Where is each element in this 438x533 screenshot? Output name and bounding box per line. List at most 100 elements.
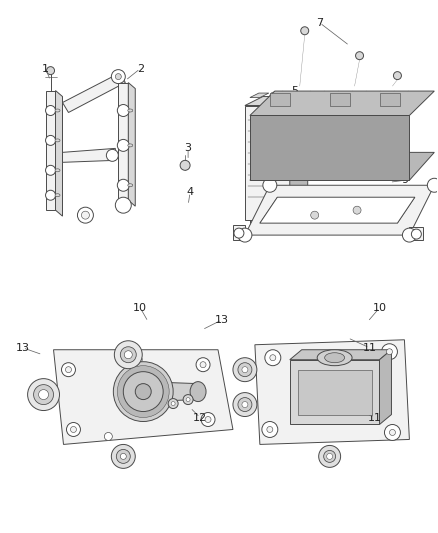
Polygon shape [250,116,410,180]
Circle shape [233,358,257,382]
Circle shape [411,229,421,239]
Circle shape [115,197,131,213]
Circle shape [242,401,248,408]
Circle shape [196,358,210,372]
Circle shape [385,424,400,440]
Circle shape [427,178,438,192]
Circle shape [301,27,309,35]
Circle shape [270,92,278,100]
Polygon shape [290,360,379,424]
Polygon shape [56,91,63,216]
Text: 8: 8 [401,114,408,124]
Circle shape [67,423,81,437]
Circle shape [61,362,75,377]
Circle shape [114,341,142,369]
Circle shape [200,362,206,368]
Circle shape [78,207,93,223]
Circle shape [270,355,276,361]
Circle shape [242,367,248,373]
Circle shape [180,160,190,171]
Circle shape [111,70,125,84]
Polygon shape [245,106,290,220]
Text: 6: 6 [306,120,313,131]
Polygon shape [290,96,308,220]
Circle shape [319,446,341,467]
Polygon shape [410,227,424,240]
Polygon shape [250,220,285,230]
Polygon shape [330,93,350,106]
Circle shape [134,356,142,364]
Circle shape [117,104,129,117]
Circle shape [205,416,211,423]
Circle shape [39,390,49,400]
Polygon shape [380,93,400,106]
Ellipse shape [128,184,133,187]
Ellipse shape [128,144,133,147]
Ellipse shape [128,109,133,112]
Circle shape [46,106,56,116]
Circle shape [124,372,163,411]
Ellipse shape [55,169,60,172]
Circle shape [34,385,53,405]
Text: 5: 5 [291,86,298,95]
Circle shape [238,398,252,411]
Text: 7: 7 [316,18,323,28]
Circle shape [106,149,118,161]
Circle shape [183,394,193,405]
Polygon shape [233,225,245,240]
Circle shape [46,67,54,75]
Polygon shape [143,382,198,401]
Circle shape [327,454,332,459]
Polygon shape [379,350,392,424]
Ellipse shape [55,193,60,197]
Circle shape [117,179,129,191]
Circle shape [233,393,257,416]
Polygon shape [63,72,125,112]
Circle shape [324,450,336,462]
Polygon shape [250,93,269,98]
Polygon shape [63,148,115,163]
Circle shape [186,398,190,401]
Circle shape [262,422,278,438]
Circle shape [389,430,396,435]
Circle shape [46,135,56,146]
Circle shape [111,445,135,469]
Circle shape [28,378,60,410]
Text: 10: 10 [372,303,386,313]
Ellipse shape [55,139,60,142]
Circle shape [168,399,178,409]
Text: 11: 11 [363,343,377,353]
Text: 13: 13 [215,315,229,325]
Polygon shape [270,93,290,106]
Circle shape [234,228,244,238]
Ellipse shape [325,353,345,362]
Circle shape [117,140,129,151]
Circle shape [393,71,401,79]
Circle shape [124,351,132,359]
Circle shape [135,384,151,400]
Text: 3: 3 [184,143,191,154]
Ellipse shape [190,382,206,401]
Ellipse shape [317,350,352,366]
Text: 9: 9 [401,175,408,185]
Polygon shape [245,96,308,106]
Circle shape [353,206,361,214]
Circle shape [201,413,215,426]
Text: 4: 4 [187,187,194,197]
Polygon shape [250,91,434,116]
Text: 12: 12 [193,413,207,423]
Polygon shape [298,370,371,415]
Circle shape [117,366,169,417]
Circle shape [381,344,397,360]
Circle shape [81,211,89,219]
Polygon shape [46,91,56,210]
Circle shape [113,362,173,422]
Circle shape [120,454,126,459]
Circle shape [311,211,319,219]
Polygon shape [245,185,434,235]
Circle shape [238,362,252,377]
Polygon shape [260,197,415,223]
Circle shape [386,349,392,355]
Circle shape [120,347,136,362]
Polygon shape [255,340,410,445]
